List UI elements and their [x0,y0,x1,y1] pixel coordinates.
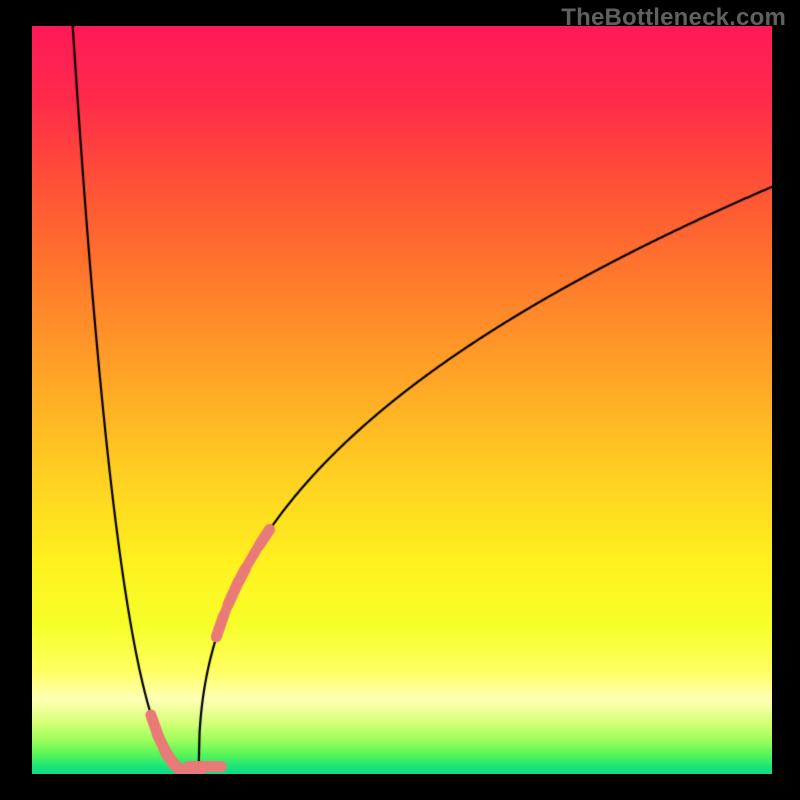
plot-canvas [32,26,772,774]
plot-area [32,26,772,774]
chart-stage: TheBottleneck.com [0,0,800,800]
watermark-label: TheBottleneck.com [561,4,786,32]
